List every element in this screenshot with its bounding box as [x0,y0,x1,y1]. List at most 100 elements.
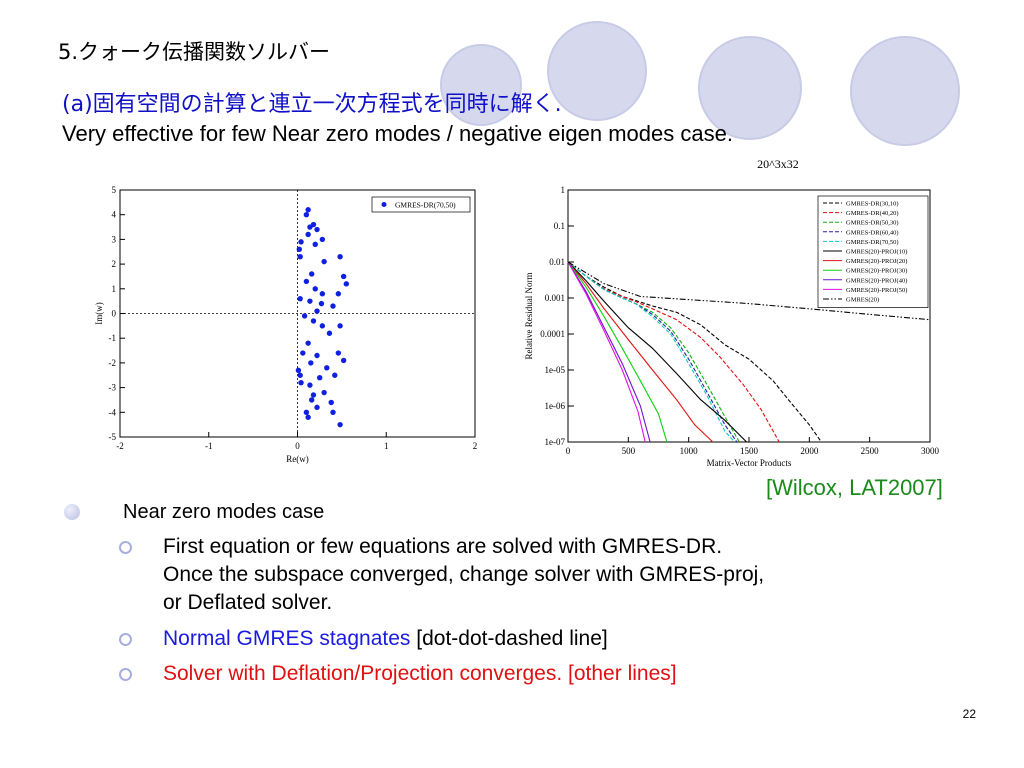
eigenvalue-point [305,207,311,213]
y-tick-label: 4 [112,210,117,220]
y-tick-label: 0.01 [549,257,565,267]
eigenvalue-point [301,313,308,319]
eigenvalue-point [305,231,311,238]
legend-label: GMRES-DR(70,50) [395,201,456,210]
series-line-4 [567,261,735,443]
citation: [Wilcox, LAT2007] [766,475,943,500]
convergence-legend: GMRES-DR(30,10) GMRES-DR(40,20) GMRES-DR(5… [817,195,929,308]
decor-circle-4 [850,36,960,146]
eigenvalue-point [305,340,311,346]
eigenvalue-point [312,241,318,248]
eigenvalue-point [307,382,313,388]
decor-circle-2 [547,21,647,121]
y-tick-label: 1 [112,284,117,294]
legend-label: GMRES(20)-PROJ(20) [846,258,907,265]
legend-box [371,196,471,213]
eigenvalue-point [332,372,338,378]
eigenvalue-point [298,379,304,386]
scatter-legend: GMRES-DR(70,50) [371,196,471,213]
y-tick-label: 0.001 [545,293,565,303]
sub-bullet-ring-2 [119,633,132,646]
x-tick-label: 2 [473,441,478,451]
sub-bullet-1-line2: Once the subspace converged, change solv… [163,563,765,586]
y-tick-label: 0 [112,309,117,319]
eigenvalue-point [314,352,320,359]
y-tick-label: 0.1 [554,221,565,231]
y-tick-label: -3 [109,383,117,393]
x-tick-label: 2000 [800,446,819,456]
stagnate-text: Normal GMRES stagnates [163,627,411,650]
eigenvalue-point [297,253,303,260]
eigenvalue-point [319,323,326,329]
legend-label: GMRES(20)-PROJ(10) [846,249,907,256]
y-tick-label: -5 [109,432,117,442]
series-line-6 [567,261,714,443]
eigenvalue-point [298,239,304,245]
eigenvalue-point [309,397,315,403]
x-tick-label: 3000 [921,446,940,456]
eigenvalue-point [303,278,310,285]
y-axis-label: Relative Residual Norm [524,273,534,360]
y-tick-label: 3 [112,234,117,244]
y-tick-label: -2 [109,358,117,368]
y-tick-label: 5 [112,185,117,195]
eigenvalue-point [326,330,333,336]
x-axis-label: Re(w) [286,454,309,464]
eigenvalue-point [324,365,330,371]
eigenvalue-point [296,246,302,252]
eigenvalue-point [337,253,343,260]
y-axis-label: Im(w) [94,302,104,325]
eigenvalue-point [303,409,310,415]
legend-label: GMRES-DR(40,20) [846,210,899,217]
page-number: 22 [962,707,976,721]
convergence-lines [567,261,931,443]
eigenvalue-point [340,273,347,280]
bullet-dot [64,504,80,520]
sub-bullet-ring-3 [119,668,132,681]
x-tick-label: -1 [205,441,213,451]
series-line-1 [567,261,780,443]
y-tick-label: 1e-07 [545,437,566,447]
eigenvalue-point [328,399,334,406]
scatter-axes [119,189,476,438]
slide-title: 5.クォーク伝播関数ソルバー [58,40,331,64]
eigenvalue-point [330,303,336,309]
eigenvalue-point [297,295,303,302]
eigenvalue-point [321,258,327,265]
eigenvalue-point [316,375,323,381]
legend-label: GMRES(20)-PROJ(50) [846,287,907,294]
eigenvalue-scatter-chart: -2 -1 0 1 2 -5 -4 -3 -2 -1 0 1 2 3 4 5 Re(w) Im(w) GMRES-D… [94,185,478,464]
eigenvalue-point [319,291,326,297]
sub-bullet-2: Normal GMRES stagnates [dot-dot-dashed l… [163,627,608,651]
y-tick-label: 1e-05 [545,365,566,375]
residual-convergence-chart: 20^3x32 0 500 1000 1500 2000 2500 3000 1e-07 1e-0… [524,157,940,468]
eigenvalue-point [314,308,320,314]
series-line-9 [567,261,646,443]
x-tick-label: 0 [295,441,300,451]
eigenvalue-point [310,392,317,398]
decor-circle-1 [440,44,522,126]
legend-label: GMRES(20)-PROJ(30) [846,268,907,275]
x-tick-label: 1 [384,441,389,451]
convergence-title: 20^3x32 [757,157,799,171]
sub-bullet-3: Solver with Deflation/Projection converg… [163,662,677,685]
series-line-7 [567,261,668,443]
eigenvalue-point [335,291,342,297]
eigenvalue-point [310,318,317,324]
eigenvalue-point [330,409,336,415]
eigenvalue-point [314,226,320,233]
eigenvalue-point [297,372,303,378]
legend-label: GMRES(20)-PROJ(40) [846,277,907,284]
legend-label: GMRES-DR(30,10) [846,201,899,208]
stagnate-note: [dot-dot-dashed line] [410,627,608,650]
sub-bullet-1-line3: or Deflated solver. [163,591,333,614]
eigenvalue-point [307,298,313,304]
eigenvalue-point [307,224,313,230]
slide-subtitle-english: Very effective for few Near zero modes /… [62,121,733,146]
eigenvalue-point [312,286,318,292]
eigenvalue-point [309,271,315,277]
y-tick-label: 1e-06 [545,401,566,411]
series-line-8 [567,261,651,443]
sub-bullet-ring-1 [119,541,132,554]
series-line-10 [567,261,931,321]
